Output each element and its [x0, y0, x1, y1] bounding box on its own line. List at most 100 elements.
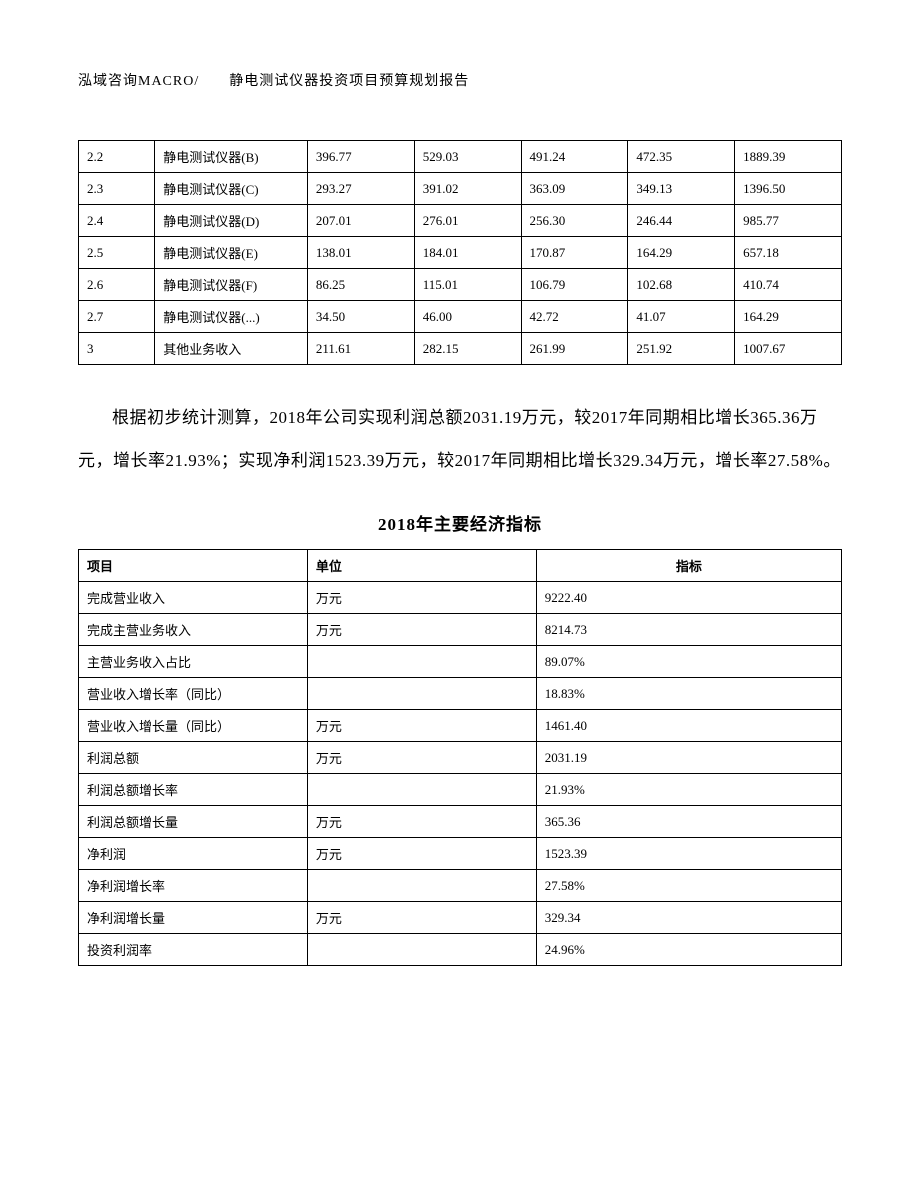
table-row: 2.3 静电测试仪器(C) 293.27 391.02 363.09 349.1… — [79, 173, 842, 205]
table-row: 2.5 静电测试仪器(E) 138.01 184.01 170.87 164.2… — [79, 237, 842, 269]
cell: 静电测试仪器(F) — [155, 269, 308, 301]
header-unit: 单位 — [307, 550, 536, 582]
cell: 138.01 — [307, 237, 414, 269]
table-row: 利润总额增长率 21.93% — [79, 774, 842, 806]
table-row: 主营业务收入占比 89.07% — [79, 646, 842, 678]
table-row: 利润总额增长量 万元 365.36 — [79, 806, 842, 838]
cell: 净利润增长量 — [79, 902, 308, 934]
cell: 27.58% — [536, 870, 841, 902]
cell: 89.07% — [536, 646, 841, 678]
cell: 164.29 — [735, 301, 842, 333]
table-row: 完成营业收入 万元 9222.40 — [79, 582, 842, 614]
cell: 2.2 — [79, 141, 155, 173]
cell: 完成营业收入 — [79, 582, 308, 614]
cell: 营业收入增长率（同比） — [79, 678, 308, 710]
cell: 净利润增长率 — [79, 870, 308, 902]
summary-paragraph: 根据初步统计测算，2018年公司实现利润总额2031.19万元，较2017年同期… — [78, 397, 842, 482]
cell — [307, 774, 536, 806]
table-header-row: 项目 单位 指标 — [79, 550, 842, 582]
table-row: 2.2 静电测试仪器(B) 396.77 529.03 491.24 472.3… — [79, 141, 842, 173]
cell: 1889.39 — [735, 141, 842, 173]
cell: 18.83% — [536, 678, 841, 710]
page-header: 泓域咨询MACRO/ 静电测试仪器投资项目预算规划报告 — [78, 70, 842, 90]
cell: 410.74 — [735, 269, 842, 301]
table-row: 2.6 静电测试仪器(F) 86.25 115.01 106.79 102.68… — [79, 269, 842, 301]
cell: 2.6 — [79, 269, 155, 301]
cell: 251.92 — [628, 333, 735, 365]
cell — [307, 934, 536, 966]
table-row: 净利润 万元 1523.39 — [79, 838, 842, 870]
table-row: 利润总额 万元 2031.19 — [79, 742, 842, 774]
cell: 万元 — [307, 902, 536, 934]
cell — [307, 646, 536, 678]
cell: 184.01 — [414, 237, 521, 269]
cell: 主营业务收入占比 — [79, 646, 308, 678]
cell — [307, 870, 536, 902]
cell: 利润总额 — [79, 742, 308, 774]
cell: 静电测试仪器(B) — [155, 141, 308, 173]
cell: 170.87 — [521, 237, 628, 269]
cell: 282.15 — [414, 333, 521, 365]
cell: 净利润 — [79, 838, 308, 870]
cell: 207.01 — [307, 205, 414, 237]
cell: 静电测试仪器(D) — [155, 205, 308, 237]
cell: 利润总额增长量 — [79, 806, 308, 838]
cell: 42.72 — [521, 301, 628, 333]
cell: 261.99 — [521, 333, 628, 365]
cell: 34.50 — [307, 301, 414, 333]
cell: 1461.40 — [536, 710, 841, 742]
cell: 115.01 — [414, 269, 521, 301]
cell: 其他业务收入 — [155, 333, 308, 365]
cell: 256.30 — [521, 205, 628, 237]
cell: 396.77 — [307, 141, 414, 173]
table-row: 3 其他业务收入 211.61 282.15 261.99 251.92 100… — [79, 333, 842, 365]
cell: 349.13 — [628, 173, 735, 205]
cell: 41.07 — [628, 301, 735, 333]
cell: 2.3 — [79, 173, 155, 205]
cell: 万元 — [307, 614, 536, 646]
cell: 106.79 — [521, 269, 628, 301]
cell: 1396.50 — [735, 173, 842, 205]
cell: 2031.19 — [536, 742, 841, 774]
cell: 472.35 — [628, 141, 735, 173]
table-row: 营业收入增长量（同比） 万元 1461.40 — [79, 710, 842, 742]
cell: 万元 — [307, 838, 536, 870]
cell: 2.4 — [79, 205, 155, 237]
cell: 2.7 — [79, 301, 155, 333]
cell: 365.36 — [536, 806, 841, 838]
cell: 529.03 — [414, 141, 521, 173]
cell: 86.25 — [307, 269, 414, 301]
revenue-table: 2.2 静电测试仪器(B) 396.77 529.03 491.24 472.3… — [78, 140, 842, 365]
cell: 万元 — [307, 742, 536, 774]
table-row: 2.4 静电测试仪器(D) 207.01 276.01 256.30 246.4… — [79, 205, 842, 237]
cell: 657.18 — [735, 237, 842, 269]
cell: 投资利润率 — [79, 934, 308, 966]
cell: 24.96% — [536, 934, 841, 966]
cell: 万元 — [307, 806, 536, 838]
revenue-table-body: 2.2 静电测试仪器(B) 396.77 529.03 491.24 472.3… — [79, 141, 842, 365]
cell: 2.5 — [79, 237, 155, 269]
cell: 246.44 — [628, 205, 735, 237]
cell: 1007.67 — [735, 333, 842, 365]
table-row: 营业收入增长率（同比） 18.83% — [79, 678, 842, 710]
table-row: 净利润增长量 万元 329.34 — [79, 902, 842, 934]
cell: 万元 — [307, 582, 536, 614]
cell: 完成主营业务收入 — [79, 614, 308, 646]
indicators-table: 项目 单位 指标 完成营业收入 万元 9222.40 完成主营业务收入 万元 8… — [78, 549, 842, 966]
cell: 102.68 — [628, 269, 735, 301]
cell: 万元 — [307, 710, 536, 742]
cell: 营业收入增长量（同比） — [79, 710, 308, 742]
cell — [307, 678, 536, 710]
header-value: 指标 — [536, 550, 841, 582]
table-row: 投资利润率 24.96% — [79, 934, 842, 966]
table-row: 2.7 静电测试仪器(...) 34.50 46.00 42.72 41.07 … — [79, 301, 842, 333]
cell: 21.93% — [536, 774, 841, 806]
cell: 293.27 — [307, 173, 414, 205]
table-row: 净利润增长率 27.58% — [79, 870, 842, 902]
header-item: 项目 — [79, 550, 308, 582]
cell: 静电测试仪器(...) — [155, 301, 308, 333]
cell: 3 — [79, 333, 155, 365]
cell: 985.77 — [735, 205, 842, 237]
cell: 1523.39 — [536, 838, 841, 870]
cell: 391.02 — [414, 173, 521, 205]
